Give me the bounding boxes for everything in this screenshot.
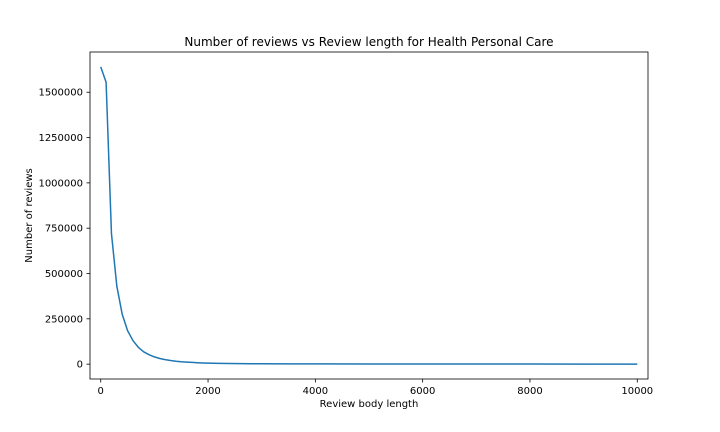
- x-axis-label: Review body length: [320, 399, 419, 410]
- x-tick-label: 8000: [517, 386, 542, 397]
- y-axis-label: Number of reviews: [24, 168, 35, 262]
- x-tick-label: 10000: [621, 386, 653, 397]
- series-layer: [100, 66, 638, 365]
- y-tick-label: 1250000: [38, 133, 83, 144]
- y-tick-label: 0: [77, 360, 83, 371]
- y-tick-label: 750000: [45, 224, 83, 235]
- chart-title: Number of reviews vs Review length for H…: [184, 35, 553, 49]
- x-axis-ticks: 0 2000 4000 6000 8000 10000: [98, 379, 653, 397]
- y-tick-label: 500000: [45, 269, 83, 280]
- y-tick-label: 1000000: [38, 178, 83, 189]
- y-axis-ticks: 0 250000 500000 750000 1000000 1250000 1500000: [38, 88, 90, 371]
- series-line: [100, 66, 638, 365]
- plot-area: [89, 51, 649, 380]
- x-tick-label: 0: [98, 386, 104, 397]
- x-tick-label: 2000: [195, 386, 220, 397]
- x-tick-label: 6000: [410, 386, 435, 397]
- y-tick-label: 1500000: [38, 88, 83, 99]
- plot-frame: [89, 51, 649, 380]
- y-tick-label: 250000: [45, 314, 83, 325]
- x-tick-label: 4000: [303, 386, 328, 397]
